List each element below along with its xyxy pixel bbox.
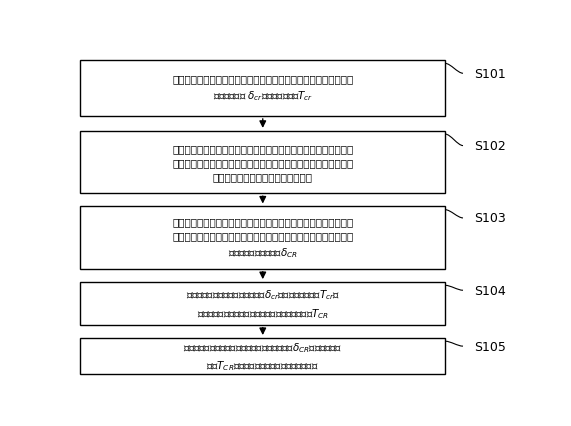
Text: S104: S104 [474,284,506,297]
Text: 建立交直流混联系统稳态潮流的广义数学模型，并基于所述广义数
学模型获取暂态故障前的交直流混联系统稳态传输功率以及暂态故
障后的交直流混联系统最大传输功率: 建立交直流混联系统稳态潮流的广义数学模型，并基于所述广义数 学模型获取暂态故障前… [172,144,353,181]
Bar [80,132,445,194]
Bar [80,61,445,117]
Text: S101: S101 [474,68,506,81]
Bar [80,207,445,269]
Text: 根据暂态故障后的交直流混联系统的临界切除角$\delta_{CR}$以及临界切除
时间$T_{CR}$判断交直流混联电力系统暂态稳定性: 根据暂态故障后的交直流混联系统的临界切除角$\delta_{CR}$以及临界切除… [183,340,343,372]
Text: S103: S103 [474,212,506,225]
Text: S105: S105 [474,340,506,353]
Bar [80,282,445,325]
Text: 根据纯交流系统的临界故障切除角$\delta_{cr}$以及极限切除时间$T_{cr}$，
计算暂态故障后的交直流混联系统的临界切除时间$T_{CR}$: 根据纯交流系统的临界故障切除角$\delta_{cr}$以及极限切除时间$T_{… [186,288,340,320]
Text: S102: S102 [474,140,506,153]
Text: 根据纯交流系统暂态稳定分析的等面积准则、计算纯交流系统的临
界故障切除角 $\delta_{cr}$和极限切除时间$T_{cr}$: 根据纯交流系统暂态稳定分析的等面积准则、计算纯交流系统的临 界故障切除角 $\d… [172,75,353,103]
Bar [80,338,445,374]
Text: 根据暂态故障前的所述交直流混联系统稳态传输功率以及暂态故障
后的所述交直流混联系统最大传输功率，计算暂态故障后的交直流
混联系统的临界切除角$\delta_{C: 根据暂态故障前的所述交直流混联系统稳态传输功率以及暂态故障 后的所述交直流混联系… [172,217,353,259]
